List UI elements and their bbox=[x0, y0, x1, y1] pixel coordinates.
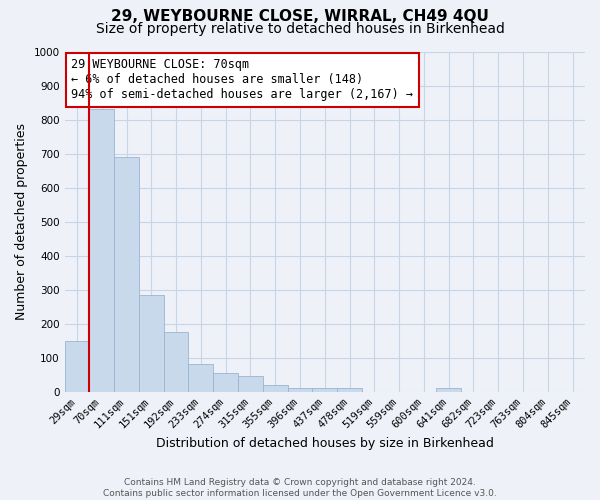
Bar bbox=[238, 376, 263, 392]
Text: 29 WEYBOURNE CLOSE: 70sqm
← 6% of detached houses are smaller (148)
94% of semi-: 29 WEYBOURNE CLOSE: 70sqm ← 6% of detach… bbox=[71, 58, 413, 102]
Bar bbox=[287, 388, 313, 392]
Y-axis label: Number of detached properties: Number of detached properties bbox=[15, 123, 28, 320]
Bar bbox=[213, 373, 238, 392]
Bar bbox=[139, 294, 164, 392]
Text: Size of property relative to detached houses in Birkenhead: Size of property relative to detached ho… bbox=[95, 22, 505, 36]
Bar bbox=[89, 110, 114, 392]
Bar bbox=[114, 157, 139, 392]
Bar bbox=[436, 388, 461, 392]
Bar bbox=[263, 385, 287, 392]
Bar bbox=[164, 332, 188, 392]
Text: 29, WEYBOURNE CLOSE, WIRRAL, CH49 4QU: 29, WEYBOURNE CLOSE, WIRRAL, CH49 4QU bbox=[111, 9, 489, 24]
Bar bbox=[337, 388, 362, 392]
Bar bbox=[188, 364, 213, 392]
X-axis label: Distribution of detached houses by size in Birkenhead: Distribution of detached houses by size … bbox=[156, 437, 494, 450]
Text: Contains HM Land Registry data © Crown copyright and database right 2024.
Contai: Contains HM Land Registry data © Crown c… bbox=[103, 478, 497, 498]
Bar bbox=[65, 340, 89, 392]
Bar bbox=[313, 388, 337, 392]
